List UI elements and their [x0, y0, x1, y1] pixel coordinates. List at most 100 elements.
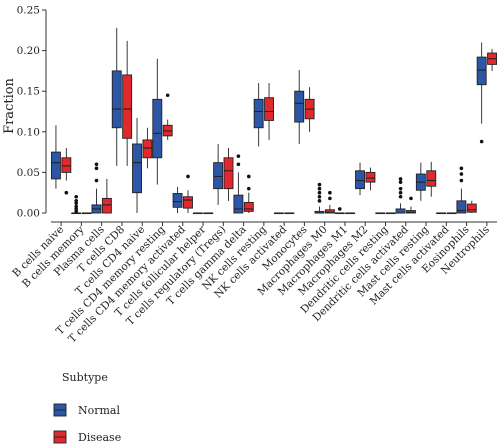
box-normal [375, 212, 386, 215]
y-tick-label: 0.00 [17, 208, 40, 220]
outlier-point [459, 172, 464, 176]
box-disease [446, 212, 457, 215]
box-iqr [395, 208, 406, 214]
y-tick-label: 0.10 [17, 126, 40, 138]
outlier-point [317, 190, 322, 195]
outlier-point [317, 194, 322, 199]
box-iqr [426, 170, 437, 187]
outlier-point [236, 162, 241, 167]
outlier-point [317, 182, 322, 187]
box-normal [273, 212, 284, 215]
box-iqr [172, 193, 183, 208]
box-normal [395, 177, 406, 214]
outlier-point [74, 199, 79, 203]
outlier-point [94, 178, 99, 183]
box-iqr [183, 196, 193, 209]
box-disease [122, 40, 133, 166]
box-normal [415, 162, 426, 201]
outlier-point [398, 194, 403, 199]
box-disease [243, 174, 254, 213]
box-iqr [122, 74, 133, 139]
box-disease [304, 87, 315, 132]
box-normal [233, 154, 244, 214]
outlier-point [459, 166, 464, 171]
box-iqr [476, 56, 487, 86]
box-disease [365, 167, 376, 191]
y-tick-label: 0.15 [17, 86, 40, 98]
outlier-point [317, 186, 322, 191]
outlier-point [317, 199, 322, 203]
box-iqr [365, 171, 376, 183]
box-iqr [324, 209, 335, 214]
outlier-point [337, 207, 342, 211]
box-disease [183, 174, 193, 213]
box-iqr [253, 98, 264, 129]
box-normal [456, 166, 467, 214]
box-iqr [142, 139, 153, 159]
y-tick-label: 0.05 [17, 167, 40, 179]
box-normal [436, 212, 447, 215]
y-tick-label: 0.25 [17, 5, 40, 17]
outlier-point [64, 190, 69, 195]
box-normal [253, 83, 264, 147]
box-disease [223, 148, 234, 201]
outlier-point [165, 93, 170, 98]
box-normal [91, 162, 102, 214]
box-disease [426, 161, 437, 197]
box-normal [294, 70, 305, 144]
box-disease [264, 83, 275, 140]
box-iqr [152, 98, 163, 159]
outlier-point [246, 186, 251, 191]
box-normal [476, 42, 487, 144]
legend-label-normal: Normal [78, 404, 120, 417]
box-normal [192, 212, 203, 215]
outlier-point [74, 194, 79, 199]
box-iqr [466, 203, 477, 213]
box-iqr [233, 194, 244, 214]
legend-title: Subtype [62, 371, 108, 384]
y-tick-label: 0.20 [17, 45, 40, 57]
box-normal [314, 182, 325, 214]
outlier-point [328, 190, 332, 195]
outlier-point [94, 166, 99, 171]
y-axis: 0.00 0.05 0.10 0.15 0.20 0.25 [17, 5, 47, 220]
box-disease [466, 200, 477, 213]
outlier-point [398, 190, 403, 195]
outlier-point [94, 162, 99, 167]
box-normal [132, 117, 142, 213]
box-iqr [111, 70, 122, 129]
outlier-point [398, 186, 403, 191]
outlier-point [328, 196, 332, 201]
box-disease [203, 212, 214, 215]
box-iqr [132, 143, 142, 194]
box-iqr [101, 197, 112, 214]
box-iqr [456, 200, 467, 214]
outlier-point [186, 174, 190, 179]
outlier-point [409, 196, 413, 201]
box-normal [172, 187, 183, 213]
legend-label-disease: Disease [78, 431, 121, 444]
box-iqr [355, 170, 365, 190]
box-iqr [294, 90, 305, 123]
box-iqr [50, 151, 61, 180]
outlier-point [74, 204, 79, 209]
plot-area [50, 27, 498, 215]
outlier-point [398, 177, 403, 181]
outlier-point [236, 154, 241, 158]
box-disease [61, 148, 72, 195]
box-iqr [223, 157, 234, 190]
box-disease [101, 178, 112, 214]
box-disease [142, 127, 153, 169]
y-axis-title: Fraction [2, 77, 17, 133]
box-normal [50, 125, 61, 189]
box-normal [334, 207, 345, 215]
box-disease [162, 93, 173, 140]
box-disease [487, 48, 498, 71]
outlier-point [479, 139, 484, 144]
box-disease [385, 212, 396, 215]
box-iqr [61, 157, 72, 173]
outlier-point [459, 178, 464, 183]
box-disease [81, 212, 92, 215]
